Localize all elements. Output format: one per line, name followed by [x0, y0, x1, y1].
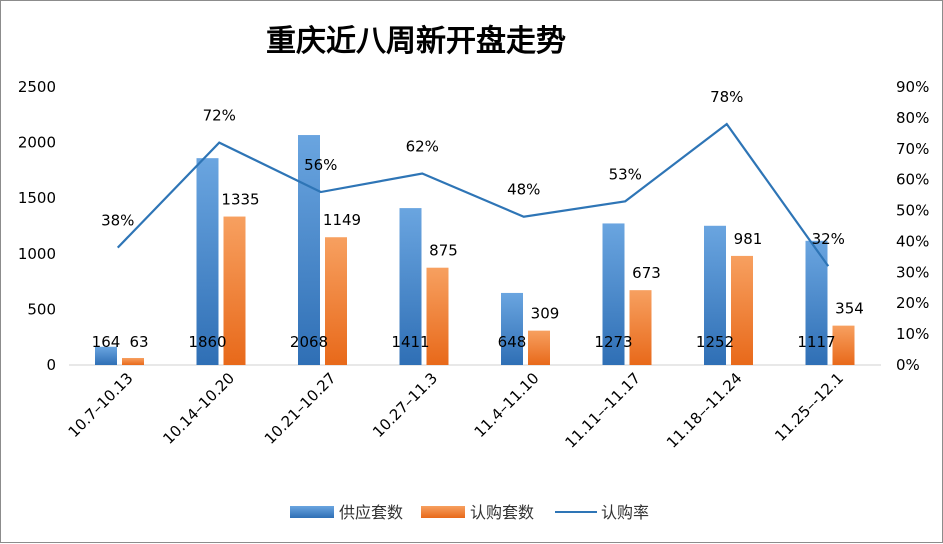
bar-supply	[501, 293, 523, 365]
chart-title: 重庆近八周新开盘走势	[266, 24, 566, 59]
subscribed-value-label: 1335	[221, 191, 259, 209]
right-tick-label: 30%	[896, 263, 929, 281]
legend-swatch-subscribed	[421, 506, 465, 518]
legend-label-subscribed: 认购套数	[470, 503, 534, 522]
rate-value-label: 32%	[812, 230, 845, 248]
subscribed-value-label: 875	[429, 242, 458, 260]
rate-value-label: 48%	[507, 181, 540, 199]
legend-swatch-supply	[290, 506, 334, 518]
right-tick-label: 50%	[896, 202, 929, 220]
right-tick-label: 80%	[896, 109, 929, 127]
legend-label-rate: 认购率	[601, 503, 649, 522]
legend-label-supply: 供应套数	[339, 503, 403, 522]
right-tick-label: 20%	[896, 294, 929, 312]
right-tick-label: 90%	[896, 78, 929, 96]
subscribed-value-label: 981	[734, 230, 763, 248]
bars-group	[95, 135, 855, 365]
subscribed-value-label: 354	[835, 300, 864, 318]
rate-value-label: 53%	[609, 165, 642, 183]
supply-value-label: 1117	[797, 333, 835, 351]
x-tick-label: 10.7–10.13	[65, 369, 137, 441]
subscribed-value-label: 309	[531, 305, 560, 323]
subscribed-value-label: 1149	[323, 211, 361, 229]
bar-subscribed	[731, 256, 753, 365]
rate-value-label: 62%	[406, 137, 439, 155]
rate-value-label: 38%	[101, 212, 134, 230]
x-tick-label: 10.27–11.3	[369, 369, 441, 441]
right-tick-label: 70%	[896, 140, 929, 158]
supply-value-label: 648	[498, 333, 527, 351]
rate-value-label: 72%	[203, 107, 236, 125]
supply-value-label: 1411	[391, 333, 429, 351]
legend: 供应套数 认购套数 认购率	[290, 503, 649, 522]
left-tick-label: 1500	[18, 189, 56, 207]
bar-subscribed	[630, 290, 652, 365]
supply-value-label: 1252	[696, 333, 734, 351]
bar-subscribed	[224, 217, 246, 365]
supply-value-label: 2068	[290, 333, 328, 351]
left-tick-label: 500	[27, 300, 56, 318]
rate-value-label: 56%	[304, 156, 337, 174]
subscribed-value-label: 63	[129, 333, 148, 351]
left-tick-label: 1000	[18, 245, 56, 263]
subscribed-value-label: 673	[632, 264, 661, 282]
x-tick-label: 11.4–11.10	[471, 369, 543, 441]
bar-subscribed	[528, 331, 550, 365]
bar-subscribed	[833, 326, 855, 365]
right-tick-label: 0%	[896, 356, 920, 374]
x-tick-label: 10.21–10.27	[261, 369, 340, 448]
bar-subscribed	[325, 237, 347, 365]
bar-subscribed	[122, 358, 144, 365]
left-tick-label: 0	[46, 356, 56, 374]
x-tick-label: 10.14–10.20	[159, 369, 238, 448]
right-tick-label: 10%	[896, 325, 929, 343]
bar-subscribed	[427, 268, 449, 365]
rate-value-label: 78%	[710, 88, 743, 106]
supply-value-label: 164	[92, 333, 121, 351]
left-axis: 0 500 1000 1500 2000 2500	[18, 78, 56, 374]
right-tick-label: 60%	[896, 171, 929, 189]
x-axis-labels: 10.7–10.13 10.14–10.20 10.21–10.27 10.27–11…	[65, 369, 848, 452]
right-tick-label: 40%	[896, 232, 929, 250]
x-tick-label: 11.18–-11.24	[663, 369, 746, 452]
x-tick-label: 11.11–-11.17	[561, 369, 644, 452]
supply-value-label: 1273	[594, 333, 632, 351]
left-tick-label: 2500	[18, 78, 56, 96]
right-axis: 0% 10% 20% 30% 40% 50% 60% 70% 80% 90%	[896, 78, 929, 374]
supply-value-label: 1860	[188, 333, 226, 351]
left-tick-label: 2000	[18, 134, 56, 152]
x-tick-label: 11.25–-12.1	[771, 369, 847, 445]
